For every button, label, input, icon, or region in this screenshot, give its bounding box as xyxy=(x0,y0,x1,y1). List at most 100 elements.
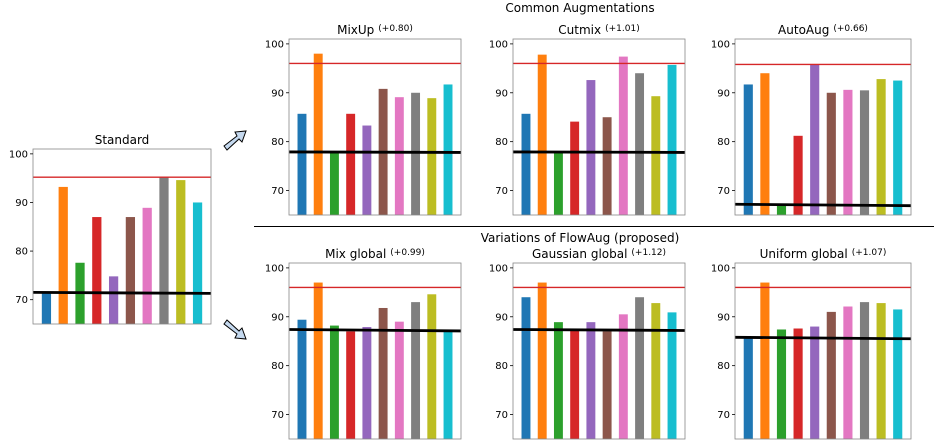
bar xyxy=(537,282,547,439)
bar xyxy=(843,306,853,439)
flowaug-variations-header: Variations of FlowAug (proposed) xyxy=(480,231,680,245)
y-tick-label: 100 xyxy=(265,263,284,274)
chart-title: Mix global (+0.99) xyxy=(325,247,425,261)
y-tick-label: 80 xyxy=(15,247,28,258)
plot-frame xyxy=(734,262,912,440)
bar xyxy=(443,84,453,215)
chart-title-text: AutoAug xyxy=(778,23,829,37)
bar xyxy=(427,294,437,439)
chart-cutmix: Cutmix (+1.01) 70 80 90 100 xyxy=(489,23,686,216)
bar xyxy=(810,64,820,215)
bar xyxy=(537,54,547,216)
bar xyxy=(635,297,645,439)
bar xyxy=(427,98,437,215)
arrow-shape xyxy=(223,319,247,340)
chart-uniform-global: Uniform global (+1.07) 70 80 90 100 xyxy=(711,247,912,440)
bar xyxy=(346,331,356,439)
bar xyxy=(667,312,677,439)
baseline-line xyxy=(288,328,462,333)
plot-frame xyxy=(734,38,912,216)
bar xyxy=(602,117,612,215)
bar xyxy=(602,331,612,439)
bar xyxy=(553,322,563,439)
bar xyxy=(760,282,770,439)
y-tick-label: 90 xyxy=(271,312,284,323)
section-divider xyxy=(254,226,934,227)
y-tick-label: 70 xyxy=(717,410,730,421)
y-tick-label: 90 xyxy=(717,312,730,323)
bar xyxy=(893,80,903,215)
bar xyxy=(346,113,356,215)
baseline-line xyxy=(734,335,912,341)
bar xyxy=(859,90,870,215)
arrow-shape xyxy=(223,130,247,151)
bar xyxy=(760,73,770,215)
bar xyxy=(125,217,136,324)
bar xyxy=(570,328,580,439)
bar xyxy=(329,151,339,215)
common-augmentations-header: Common Augmentations xyxy=(505,1,655,15)
bar xyxy=(159,177,169,324)
chart-title-delta: (+0.80) xyxy=(378,24,413,34)
bar xyxy=(843,89,853,215)
y-tick-label: 70 xyxy=(495,410,508,421)
bar xyxy=(394,97,404,215)
y-tick-label: 90 xyxy=(495,88,508,99)
chart-title-delta: (+0.99) xyxy=(390,248,425,258)
chart-autoaug: AutoAug (+0.66) 70 80 90 100 xyxy=(711,23,912,216)
bar xyxy=(108,276,119,324)
bar xyxy=(826,311,836,439)
y-tick-label: 100 xyxy=(265,39,284,50)
y-tick-label: 100 xyxy=(489,39,508,50)
plot-frame xyxy=(288,38,462,216)
y-tick-label: 70 xyxy=(15,295,28,306)
bar xyxy=(553,151,563,215)
y-tick-label: 70 xyxy=(717,186,730,197)
chart-title-text: Standard xyxy=(95,133,150,147)
y-tick-label: 100 xyxy=(489,263,508,274)
arrow-to-common-icon xyxy=(223,130,247,151)
bar xyxy=(570,121,580,215)
chart-title-delta: (+0.66) xyxy=(833,24,868,34)
bar xyxy=(859,302,870,439)
chart-title-text: MixUp xyxy=(337,23,374,37)
y-tick-label: 80 xyxy=(717,137,730,148)
plot-frame xyxy=(32,148,212,325)
y-tick-label: 70 xyxy=(495,186,508,197)
bar xyxy=(826,92,836,215)
baseline-line xyxy=(734,202,912,208)
bar xyxy=(651,96,661,215)
bar xyxy=(521,297,531,439)
bar xyxy=(618,314,628,439)
bar xyxy=(876,303,886,439)
chart-title-delta: (+1.12) xyxy=(631,248,666,258)
chart-title-text: Gaussian global xyxy=(532,247,627,261)
bar xyxy=(378,307,388,439)
chart-gaussian-global: Gaussian global (+1.12) 70 80 90 100 xyxy=(489,247,686,440)
chart-standard: Standard 70 80 90 100 xyxy=(9,133,212,325)
y-tick-label: 100 xyxy=(9,149,28,160)
bar xyxy=(586,322,596,439)
y-tick-label: 90 xyxy=(717,88,730,99)
bar xyxy=(743,84,753,215)
y-tick-label: 90 xyxy=(495,312,508,323)
y-tick-label: 80 xyxy=(271,361,284,372)
bar xyxy=(411,302,421,439)
y-tick-label: 80 xyxy=(271,137,284,148)
bar xyxy=(651,303,661,439)
chart-title: Cutmix (+1.01) xyxy=(558,23,639,37)
chart-title-text: Uniform global xyxy=(760,247,848,261)
chart-title: MixUp (+0.80) xyxy=(337,23,413,37)
plot-frame xyxy=(288,262,462,440)
chart-title: Uniform global (+1.07) xyxy=(760,247,887,261)
chart-title: Standard xyxy=(95,133,150,147)
bar xyxy=(776,205,787,215)
bar xyxy=(176,180,186,324)
bar xyxy=(793,328,803,439)
bar xyxy=(297,113,307,215)
bar xyxy=(92,217,102,324)
bar xyxy=(667,64,677,216)
y-tick-label: 70 xyxy=(271,410,284,421)
bar xyxy=(876,79,886,215)
y-tick-label: 80 xyxy=(495,137,508,148)
